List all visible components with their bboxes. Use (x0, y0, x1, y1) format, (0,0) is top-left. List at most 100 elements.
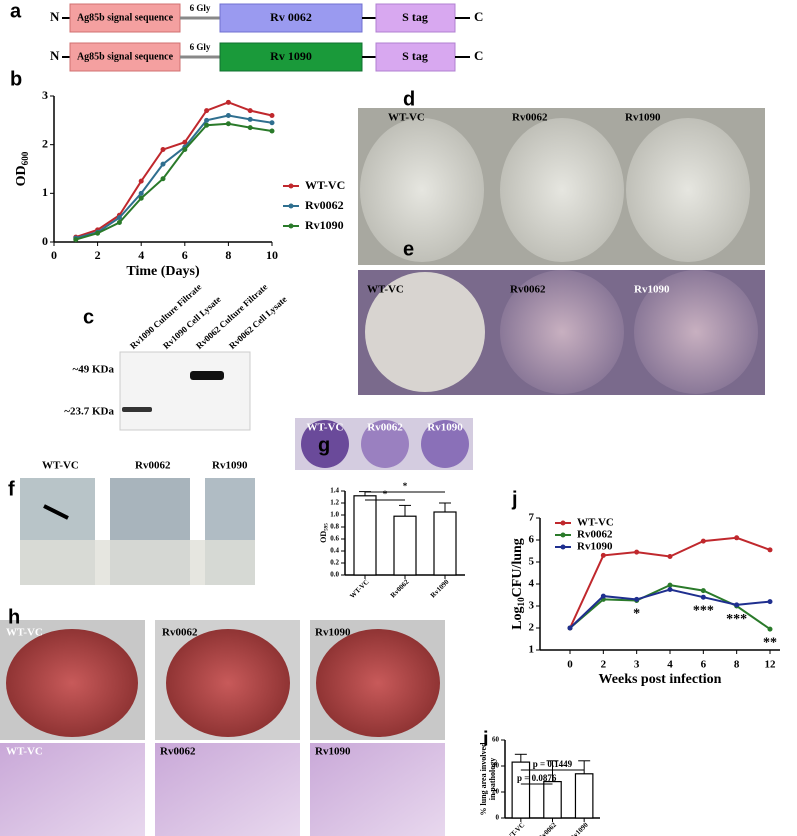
gene-label: Rv 1090 (270, 49, 312, 63)
y-tick-label: 20 (492, 788, 500, 796)
photo-histology (155, 743, 300, 836)
annotation: *** (693, 603, 714, 618)
y-tick-label: 2 (42, 136, 48, 150)
y-tick-label: 3 (529, 600, 535, 612)
legend-label: WT-VC (577, 517, 614, 529)
plate (626, 118, 750, 262)
series-line (75, 122, 273, 241)
point (204, 108, 210, 114)
photo-label: WT-VC (388, 112, 425, 124)
point (634, 549, 640, 555)
x-tick-label: 8 (225, 248, 231, 262)
y-axis-label-part: OD (14, 165, 29, 186)
panel-label: e (403, 238, 414, 260)
y-tick-label: 0.0 (330, 571, 339, 579)
lung (166, 629, 290, 737)
photo-label: Rv1090 (427, 422, 463, 434)
legend-swatch-marker (560, 544, 566, 550)
legend-label: Rv1090 (577, 541, 613, 553)
construct-diagram: N Ag85b signal sequence 6 Gly Rv 0062 S tag C… (50, 3, 483, 72)
point (160, 161, 166, 167)
x-tick-label: 0 (51, 248, 57, 262)
annotation: ** (763, 635, 777, 650)
photo-histology (0, 743, 145, 836)
bar (353, 495, 377, 576)
point (138, 178, 144, 184)
lane-label: Rv1090 Cell Lysate (161, 294, 223, 351)
y-axis-label-part: CFU/lung (510, 538, 525, 597)
point (247, 108, 253, 114)
y-tick-label: 0.4 (330, 547, 339, 555)
photo-label: WT-VC (6, 627, 43, 639)
y-tick-label: 0 (42, 234, 48, 248)
blot (119, 351, 251, 431)
bar (433, 511, 457, 576)
band (122, 407, 152, 412)
x-tick-label: WT-VC (348, 578, 370, 600)
y-tick-label: 0 (496, 814, 500, 822)
legend-label: Rv1090 (305, 218, 344, 232)
point (734, 535, 740, 541)
photo-label: WT-VC (42, 460, 79, 472)
y-tick-label: 1 (529, 644, 535, 656)
x-tick-label: 12 (765, 659, 777, 671)
point (160, 147, 166, 153)
point (204, 122, 210, 128)
panel-label: j (511, 488, 518, 510)
y-axis-label: in pathology (488, 758, 497, 800)
tag-box (375, 42, 456, 72)
point (667, 554, 673, 559)
photo-label: Rv0062 (512, 112, 548, 124)
annotation: p = 0.1449 (533, 759, 573, 769)
legend-swatch-marker (288, 203, 294, 209)
plate (500, 118, 624, 262)
panel-label: i (483, 728, 489, 750)
point (700, 588, 706, 594)
y-tick-label: 4 (529, 578, 535, 590)
bar (574, 773, 594, 819)
y-tick-label: 1.2 (330, 499, 339, 507)
point (116, 220, 122, 226)
y-tick-label: 0.2 (330, 559, 339, 567)
annotation: * (403, 481, 408, 491)
colony (365, 272, 485, 392)
x-tick-label: Rv1090 (568, 821, 590, 836)
well (421, 420, 469, 468)
point (634, 596, 640, 602)
medium (20, 540, 255, 585)
point (116, 215, 122, 221)
point (182, 139, 188, 145)
colony (634, 270, 758, 394)
y-tick-label: 1 (42, 185, 48, 199)
colony (500, 270, 624, 394)
legend-label: Rv0062 (577, 529, 613, 541)
point (225, 121, 231, 127)
panel-label: b (10, 68, 22, 90)
x-tick-label: 4 (667, 659, 673, 671)
y-tick-label: 60 (492, 736, 500, 744)
y-tick-label: 1.4 (330, 487, 339, 495)
photo-label: Rv1090 (315, 746, 351, 758)
x-tick-label: Rv0062 (536, 821, 558, 836)
gene-label: Rv 0062 (270, 10, 312, 24)
x-axis-label: Weeks post infection (599, 672, 722, 687)
marker-label: ~49 KDa (73, 364, 115, 376)
photo-label: Rv0062 (160, 746, 196, 758)
point (247, 125, 253, 131)
point (700, 538, 706, 544)
point (138, 190, 144, 196)
legend-swatch-marker (288, 183, 294, 189)
terminus: N (50, 9, 60, 24)
bar (393, 515, 417, 576)
photo-label: WT-VC (367, 284, 404, 296)
point (225, 112, 231, 118)
series-line (75, 101, 273, 239)
y-axis-label-part: 600 (20, 151, 30, 165)
y-axis-label-part: Log (510, 606, 525, 629)
photo-histology (310, 743, 445, 836)
point (767, 626, 773, 632)
y-axis-label: % lung area involved (479, 742, 488, 816)
x-tick-label: WT-VC (504, 821, 526, 836)
point (767, 599, 773, 605)
y-axis-label-part: OD (319, 531, 328, 543)
